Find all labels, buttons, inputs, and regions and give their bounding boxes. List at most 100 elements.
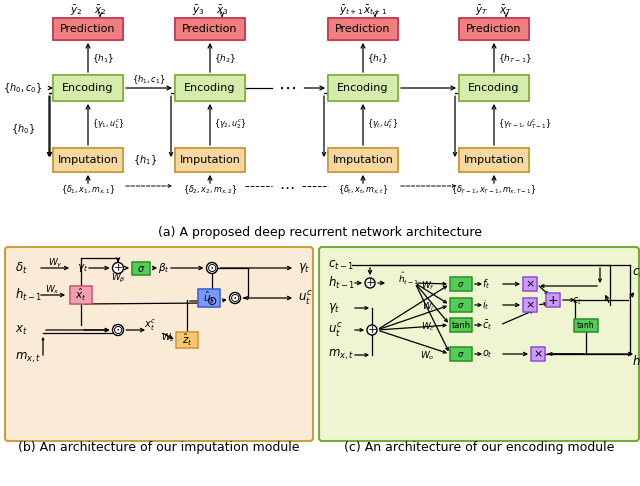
FancyBboxPatch shape xyxy=(450,318,472,332)
FancyBboxPatch shape xyxy=(459,18,529,40)
FancyBboxPatch shape xyxy=(328,18,398,40)
Text: $\cdots$: $\cdots$ xyxy=(279,178,294,193)
Text: Prediction: Prediction xyxy=(60,24,116,34)
Text: ⊙: ⊙ xyxy=(230,292,240,305)
FancyBboxPatch shape xyxy=(53,148,123,172)
Text: $\sigma$: $\sigma$ xyxy=(457,300,465,310)
Text: $\gamma_t$: $\gamma_t$ xyxy=(328,301,340,315)
Text: $\{\gamma_{T-1},u_{T-1}^c\}$: $\{\gamma_{T-1},u_{T-1}^c\}$ xyxy=(498,118,551,131)
Text: $\{\gamma_2,u_2^c\}$: $\{\gamma_2,u_2^c\}$ xyxy=(214,118,247,131)
FancyBboxPatch shape xyxy=(70,286,92,304)
Text: $\{\delta_t,x_t,m_{x,t}\}$: $\{\delta_t,x_t,m_{x,t}\}$ xyxy=(338,184,388,196)
Text: $\cdots$: $\cdots$ xyxy=(278,79,296,97)
Text: Prediction: Prediction xyxy=(467,24,522,34)
Text: $\{h_1\}$: $\{h_1\}$ xyxy=(133,153,157,167)
Text: $\hat{h}_{t-1}$: $\hat{h}_{t-1}$ xyxy=(398,271,419,287)
Text: $i_t$: $i_t$ xyxy=(482,298,490,312)
Text: $\sigma$: $\sigma$ xyxy=(137,263,145,274)
Text: $\{h_{T-1}\}$: $\{h_{T-1}\}$ xyxy=(498,52,532,65)
Text: $W_\gamma$: $W_\gamma$ xyxy=(47,257,63,270)
Text: $\bar{x}_3$: $\bar{x}_3$ xyxy=(216,3,228,17)
Text: $\bar{c}_t$: $\bar{c}_t$ xyxy=(482,318,492,332)
Text: (b) An architecture of our imputation module: (b) An architecture of our imputation mo… xyxy=(19,440,300,453)
FancyBboxPatch shape xyxy=(546,293,560,307)
Text: $\sigma$: $\sigma$ xyxy=(457,279,465,289)
Text: $\{\delta_2,x_2,m_{x,2}\}$: $\{\delta_2,x_2,m_{x,2}\}$ xyxy=(183,184,237,196)
Text: $\{h_0,c_0\}$: $\{h_0,c_0\}$ xyxy=(3,81,42,95)
Circle shape xyxy=(207,295,218,307)
Text: Encoding: Encoding xyxy=(468,83,520,93)
Text: $x_t^c$: $x_t^c$ xyxy=(144,317,156,333)
Text: $\{h_0\}$: $\{h_0\}$ xyxy=(11,122,35,136)
FancyBboxPatch shape xyxy=(53,75,123,101)
Text: Imputation: Imputation xyxy=(58,155,118,165)
Circle shape xyxy=(365,278,375,288)
Text: $c_t$: $c_t$ xyxy=(572,295,582,307)
FancyBboxPatch shape xyxy=(53,18,123,40)
Text: $\{h_1,c_1\}$: $\{h_1,c_1\}$ xyxy=(132,73,166,87)
Text: $\bar{y}_3$: $\bar{y}_3$ xyxy=(192,4,204,18)
Text: $\bar{x}_{t+1}$: $\bar{x}_{t+1}$ xyxy=(363,3,387,17)
Text: $W_o$: $W_o$ xyxy=(420,350,435,362)
Text: (c) An architecture of our encoding module: (c) An architecture of our encoding modu… xyxy=(344,440,614,453)
Text: $\bar{x}_2$: $\bar{x}_2$ xyxy=(94,3,106,17)
Text: $m_{x,t}$: $m_{x,t}$ xyxy=(328,348,354,362)
Text: $W_x$: $W_x$ xyxy=(45,284,60,296)
Text: $\times$: $\times$ xyxy=(533,349,543,359)
Text: ⊙: ⊙ xyxy=(207,261,217,275)
Text: $W_f$: $W_f$ xyxy=(421,280,435,292)
FancyBboxPatch shape xyxy=(459,148,529,172)
FancyBboxPatch shape xyxy=(175,148,245,172)
Text: Encoding: Encoding xyxy=(62,83,114,93)
Text: $\gamma_t$: $\gamma_t$ xyxy=(298,261,310,275)
FancyBboxPatch shape xyxy=(523,298,537,312)
Text: +: + xyxy=(367,325,377,335)
Text: $u_t^c$: $u_t^c$ xyxy=(328,321,342,339)
Text: Imputation: Imputation xyxy=(463,155,524,165)
FancyBboxPatch shape xyxy=(198,289,220,307)
Text: $\bar{y}_{t+1}$: $\bar{y}_{t+1}$ xyxy=(339,4,363,18)
Text: $o_t$: $o_t$ xyxy=(482,348,493,360)
FancyBboxPatch shape xyxy=(450,347,472,361)
FancyBboxPatch shape xyxy=(175,18,245,40)
Text: $u_t^c$: $u_t^c$ xyxy=(298,289,312,307)
Text: $\hat{z}_t$: $\hat{z}_t$ xyxy=(182,332,193,348)
Circle shape xyxy=(113,325,124,335)
FancyBboxPatch shape xyxy=(523,277,537,291)
Text: $\hat{u}_t$: $\hat{u}_t$ xyxy=(203,290,215,306)
FancyBboxPatch shape xyxy=(459,75,529,101)
Text: $f_t$: $f_t$ xyxy=(482,277,490,291)
Text: $c_t$: $c_t$ xyxy=(632,266,640,279)
Text: $\times$: $\times$ xyxy=(525,279,535,289)
Text: tanh: tanh xyxy=(577,321,595,330)
Text: $x_t$: $x_t$ xyxy=(15,324,28,336)
Text: $W_z$: $W_z$ xyxy=(161,332,175,344)
Text: $\{\delta_{T-1},x_{T-1},m_{x,T-1}\}$: $\{\delta_{T-1},x_{T-1},m_{x,T-1}\}$ xyxy=(451,184,537,196)
Text: $W_\beta$: $W_\beta$ xyxy=(111,272,125,284)
Text: $\{h_1\}$: $\{h_1\}$ xyxy=(92,52,115,65)
Text: $m_{x,t}$: $m_{x,t}$ xyxy=(15,351,41,365)
FancyBboxPatch shape xyxy=(132,262,150,275)
Text: +: + xyxy=(365,278,374,288)
Text: $\{h_2\}$: $\{h_2\}$ xyxy=(214,52,236,65)
Text: tanh: tanh xyxy=(451,320,470,330)
Text: Imputation: Imputation xyxy=(333,155,394,165)
FancyBboxPatch shape xyxy=(328,75,398,101)
FancyBboxPatch shape xyxy=(319,247,639,441)
FancyBboxPatch shape xyxy=(5,247,313,441)
Text: $\beta_t$: $\beta_t$ xyxy=(158,261,170,275)
Circle shape xyxy=(113,262,124,274)
FancyBboxPatch shape xyxy=(328,148,398,172)
Text: ⊙: ⊙ xyxy=(113,324,124,336)
Text: +: + xyxy=(113,263,123,273)
FancyBboxPatch shape xyxy=(450,277,472,291)
Text: Encoding: Encoding xyxy=(184,83,236,93)
Text: $\bar{x}_T$: $\bar{x}_T$ xyxy=(499,3,513,17)
FancyBboxPatch shape xyxy=(176,332,198,348)
FancyBboxPatch shape xyxy=(574,319,598,332)
Text: Encoding: Encoding xyxy=(337,83,388,93)
Text: $\gamma_t$: $\gamma_t$ xyxy=(77,262,88,274)
Text: Imputation: Imputation xyxy=(180,155,241,165)
Text: Prediction: Prediction xyxy=(182,24,237,34)
Text: $h_{t-1}$: $h_{t-1}$ xyxy=(15,287,42,303)
